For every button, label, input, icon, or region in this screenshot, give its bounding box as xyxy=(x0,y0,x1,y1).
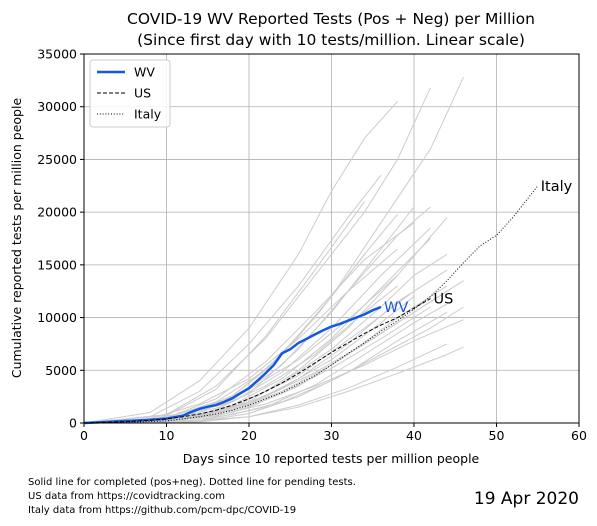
chart-title-line-2: (Since first day with 10 tests/million. … xyxy=(137,31,525,49)
y-tick-label-0: 0 xyxy=(69,416,77,431)
y-tick-label-1: 5000 xyxy=(45,363,77,378)
y-tick-label-6: 30000 xyxy=(37,99,77,114)
series-labels: WV US Italy xyxy=(384,179,573,316)
chart-title-line-1: COVID-19 WV Reported Tests (Pos + Neg) p… xyxy=(127,10,535,28)
grid xyxy=(83,53,580,424)
x-tick-label-4: 40 xyxy=(406,428,422,443)
legend-label-wv: WV xyxy=(134,65,155,80)
y-tick-label-3: 15000 xyxy=(37,257,77,272)
x-tick-label-6: 60 xyxy=(571,428,587,443)
x-axis-label: Days since 10 reported tests per million… xyxy=(183,451,480,466)
y-tick-label-4: 20000 xyxy=(37,205,77,220)
x-tick-label-1: 10 xyxy=(159,428,175,443)
background-series-line-1 xyxy=(83,87,431,424)
footnote-line-3: Italy data from https://github.com/pcm-d… xyxy=(28,505,297,516)
legend-label-italy: Italy xyxy=(134,107,162,122)
background-series-line-18 xyxy=(83,306,464,424)
x-tick-label-0: 0 xyxy=(80,428,88,443)
background-series-group xyxy=(83,76,464,424)
series-line-us xyxy=(83,298,431,424)
background-series-line-26 xyxy=(83,269,448,424)
y-axis-label: Cumulative reported tests per million pe… xyxy=(9,98,24,379)
footnote-line-1: Solid line for completed (pos+neg). Dott… xyxy=(28,477,356,488)
date-stamp: 19 Apr 2020 xyxy=(473,489,579,509)
series-line-wv xyxy=(83,305,382,425)
background-series-line-20 xyxy=(83,343,448,424)
x-tick-label-5: 50 xyxy=(489,428,505,443)
series-group xyxy=(83,185,539,425)
background-series-line-9 xyxy=(83,253,365,424)
series-line-italy xyxy=(83,185,539,424)
background-series-line-27 xyxy=(83,303,448,424)
x-tick-label-3: 30 xyxy=(324,428,340,443)
y-tick-label-5: 25000 xyxy=(37,152,77,167)
footnote-line-2: US data from https://covidtracking.com xyxy=(28,491,225,502)
x-tick-label-2: 20 xyxy=(241,428,257,443)
series-label-us: US xyxy=(434,292,454,308)
legend-label-us: US xyxy=(134,86,151,101)
series-label-italy: Italy xyxy=(541,179,573,195)
background-series-line-4 xyxy=(83,201,365,424)
y-tick-label-2: 10000 xyxy=(37,310,77,325)
ticks: 0 10 20 30 40 50 60 0 5000 10000 15000 20000 25000 30… xyxy=(37,47,587,444)
series-label-wv: WV xyxy=(384,300,408,316)
background-series-line-24 xyxy=(83,238,431,424)
y-tick-label-7: 35000 xyxy=(37,47,77,62)
legend-box xyxy=(89,59,171,128)
legend: WV US Italy xyxy=(89,59,171,128)
background-series-line-0 xyxy=(83,101,398,424)
